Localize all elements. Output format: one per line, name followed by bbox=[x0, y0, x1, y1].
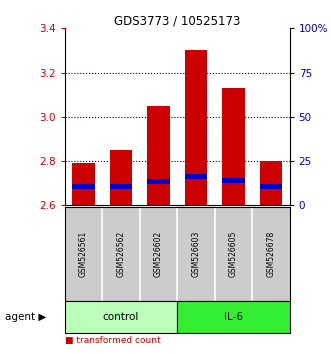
Bar bbox=[222, 88, 245, 205]
Text: ■ transformed count: ■ transformed count bbox=[65, 336, 160, 345]
Text: GSM526561: GSM526561 bbox=[79, 231, 88, 277]
Bar bbox=[72, 163, 95, 205]
Bar bbox=[177, 301, 290, 333]
Text: GSM526603: GSM526603 bbox=[191, 231, 200, 277]
Bar bbox=[185, 174, 207, 179]
Bar bbox=[110, 150, 132, 205]
Bar bbox=[222, 178, 245, 183]
Text: GSM526562: GSM526562 bbox=[116, 231, 125, 277]
Bar bbox=[147, 179, 169, 184]
Bar bbox=[110, 184, 132, 189]
Bar bbox=[260, 184, 282, 189]
Bar bbox=[185, 51, 207, 205]
Text: control: control bbox=[103, 312, 139, 322]
Title: GDS3773 / 10525173: GDS3773 / 10525173 bbox=[114, 14, 240, 27]
Text: GSM526678: GSM526678 bbox=[266, 231, 275, 277]
Text: GSM526605: GSM526605 bbox=[229, 231, 238, 277]
Bar bbox=[72, 184, 95, 189]
Text: IL-6: IL-6 bbox=[224, 312, 243, 322]
Bar bbox=[260, 161, 282, 205]
Bar bbox=[65, 301, 177, 333]
Text: GSM526602: GSM526602 bbox=[154, 231, 163, 277]
Text: agent ▶: agent ▶ bbox=[5, 312, 46, 322]
Bar bbox=[147, 106, 169, 205]
